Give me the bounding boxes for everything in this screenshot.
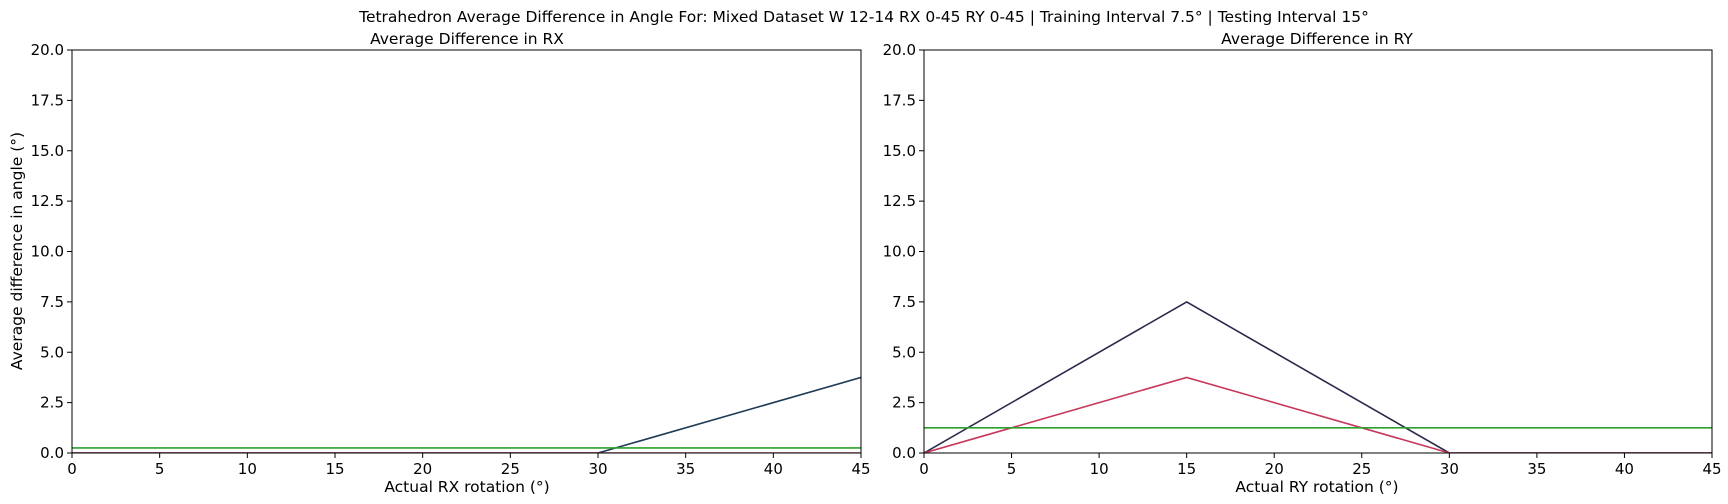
chart-ry-y-tick-label: 12.5 (883, 192, 916, 210)
chart-ry-title: Average Difference in RY (1221, 30, 1413, 48)
chart-ry-y-tick-label: 7.5 (892, 293, 916, 311)
chart-ry-y-tick-label: 17.5 (883, 91, 916, 109)
figure-suptitle: Tetrahedron Average Difference in Angle … (358, 8, 1369, 26)
chart-ry-y-tick-label: 5.0 (892, 343, 916, 361)
chart-rx-x-tick-label: 10 (238, 460, 257, 478)
chart-rx-x-tick-label: 35 (676, 460, 695, 478)
chart-rx-x-tick-label: 25 (501, 460, 520, 478)
chart-ry-x-tick-label: 35 (1527, 460, 1546, 478)
chart-ry: Average Difference in RY Actual RY rotat… (883, 30, 1722, 496)
chart-ry-x-tick-label: 20 (1265, 460, 1284, 478)
chart-ry-x-tick-label: 0 (919, 460, 929, 478)
chart-ry-xlabel: Actual RY rotation (°) (1235, 478, 1398, 496)
chart-ry-x-tick-label: 30 (1440, 460, 1459, 478)
chart-rx: Average Difference in RX Actual RX rotat… (8, 30, 871, 496)
chart-ry-series-line-1 (924, 300, 1712, 453)
chart-rx-y-tick-label: 7.5 (40, 293, 64, 311)
chart-rx-x-tick-label: 5 (155, 460, 165, 478)
chart-ry-x-tick-label: 40 (1615, 460, 1634, 478)
chart-ry-y-tick-label: 10.0 (883, 243, 916, 261)
chart-ry-x-tick-label: 25 (1352, 460, 1371, 478)
chart-rx-x-tick-label: 45 (851, 460, 870, 478)
chart-rx-series-line-1 (72, 376, 861, 453)
chart-rx-y-tick-label: 5.0 (40, 343, 64, 361)
chart-rx-ylabel: Average difference in angle (°) (8, 132, 26, 370)
chart-ry-y-tick-label: 20.0 (883, 41, 916, 59)
chart-ry-x-tick-label: 15 (1177, 460, 1196, 478)
chart-rx-y-tick-label: 20.0 (31, 41, 64, 59)
chart-ry-x-tick-label: 10 (1090, 460, 1109, 478)
chart-rx-y-tick-label: 2.5 (40, 394, 64, 412)
chart-rx-x-tick-label: 0 (67, 460, 77, 478)
chart-rx-y-tick-label: 17.5 (31, 91, 64, 109)
chart-rx-title: Average Difference in RX (370, 30, 564, 48)
chart-rx-plot-frame (71, 49, 862, 454)
chart-ry-series-line-2 (924, 376, 1712, 453)
chart-rx-y-tick-label: 12.5 (31, 192, 64, 210)
chart-rx-xlabel: Actual RX rotation (°) (384, 478, 549, 496)
chart-ry-plot-frame (923, 49, 1713, 454)
chart-rx-y-tick-label: 15.0 (31, 142, 64, 160)
chart-rx-x-tick-label: 20 (413, 460, 432, 478)
chart-rx-y-tick-label: 10.0 (31, 243, 64, 261)
chart-rx-x-tick-label: 15 (325, 460, 344, 478)
chart-ry-y-tick-label: 15.0 (883, 142, 916, 160)
chart-ry-y-tick-label: 2.5 (892, 394, 916, 412)
chart-rx-x-tick-label: 40 (764, 460, 783, 478)
chart-ry-x-tick-label: 45 (1702, 460, 1721, 478)
chart-ry-x-tick-label: 5 (1007, 460, 1017, 478)
chart-rx-x-tick-label: 30 (588, 460, 607, 478)
chart-rx-y-tick-label: 0.0 (40, 444, 64, 462)
chart-ry-y-tick-label: 0.0 (892, 444, 916, 462)
